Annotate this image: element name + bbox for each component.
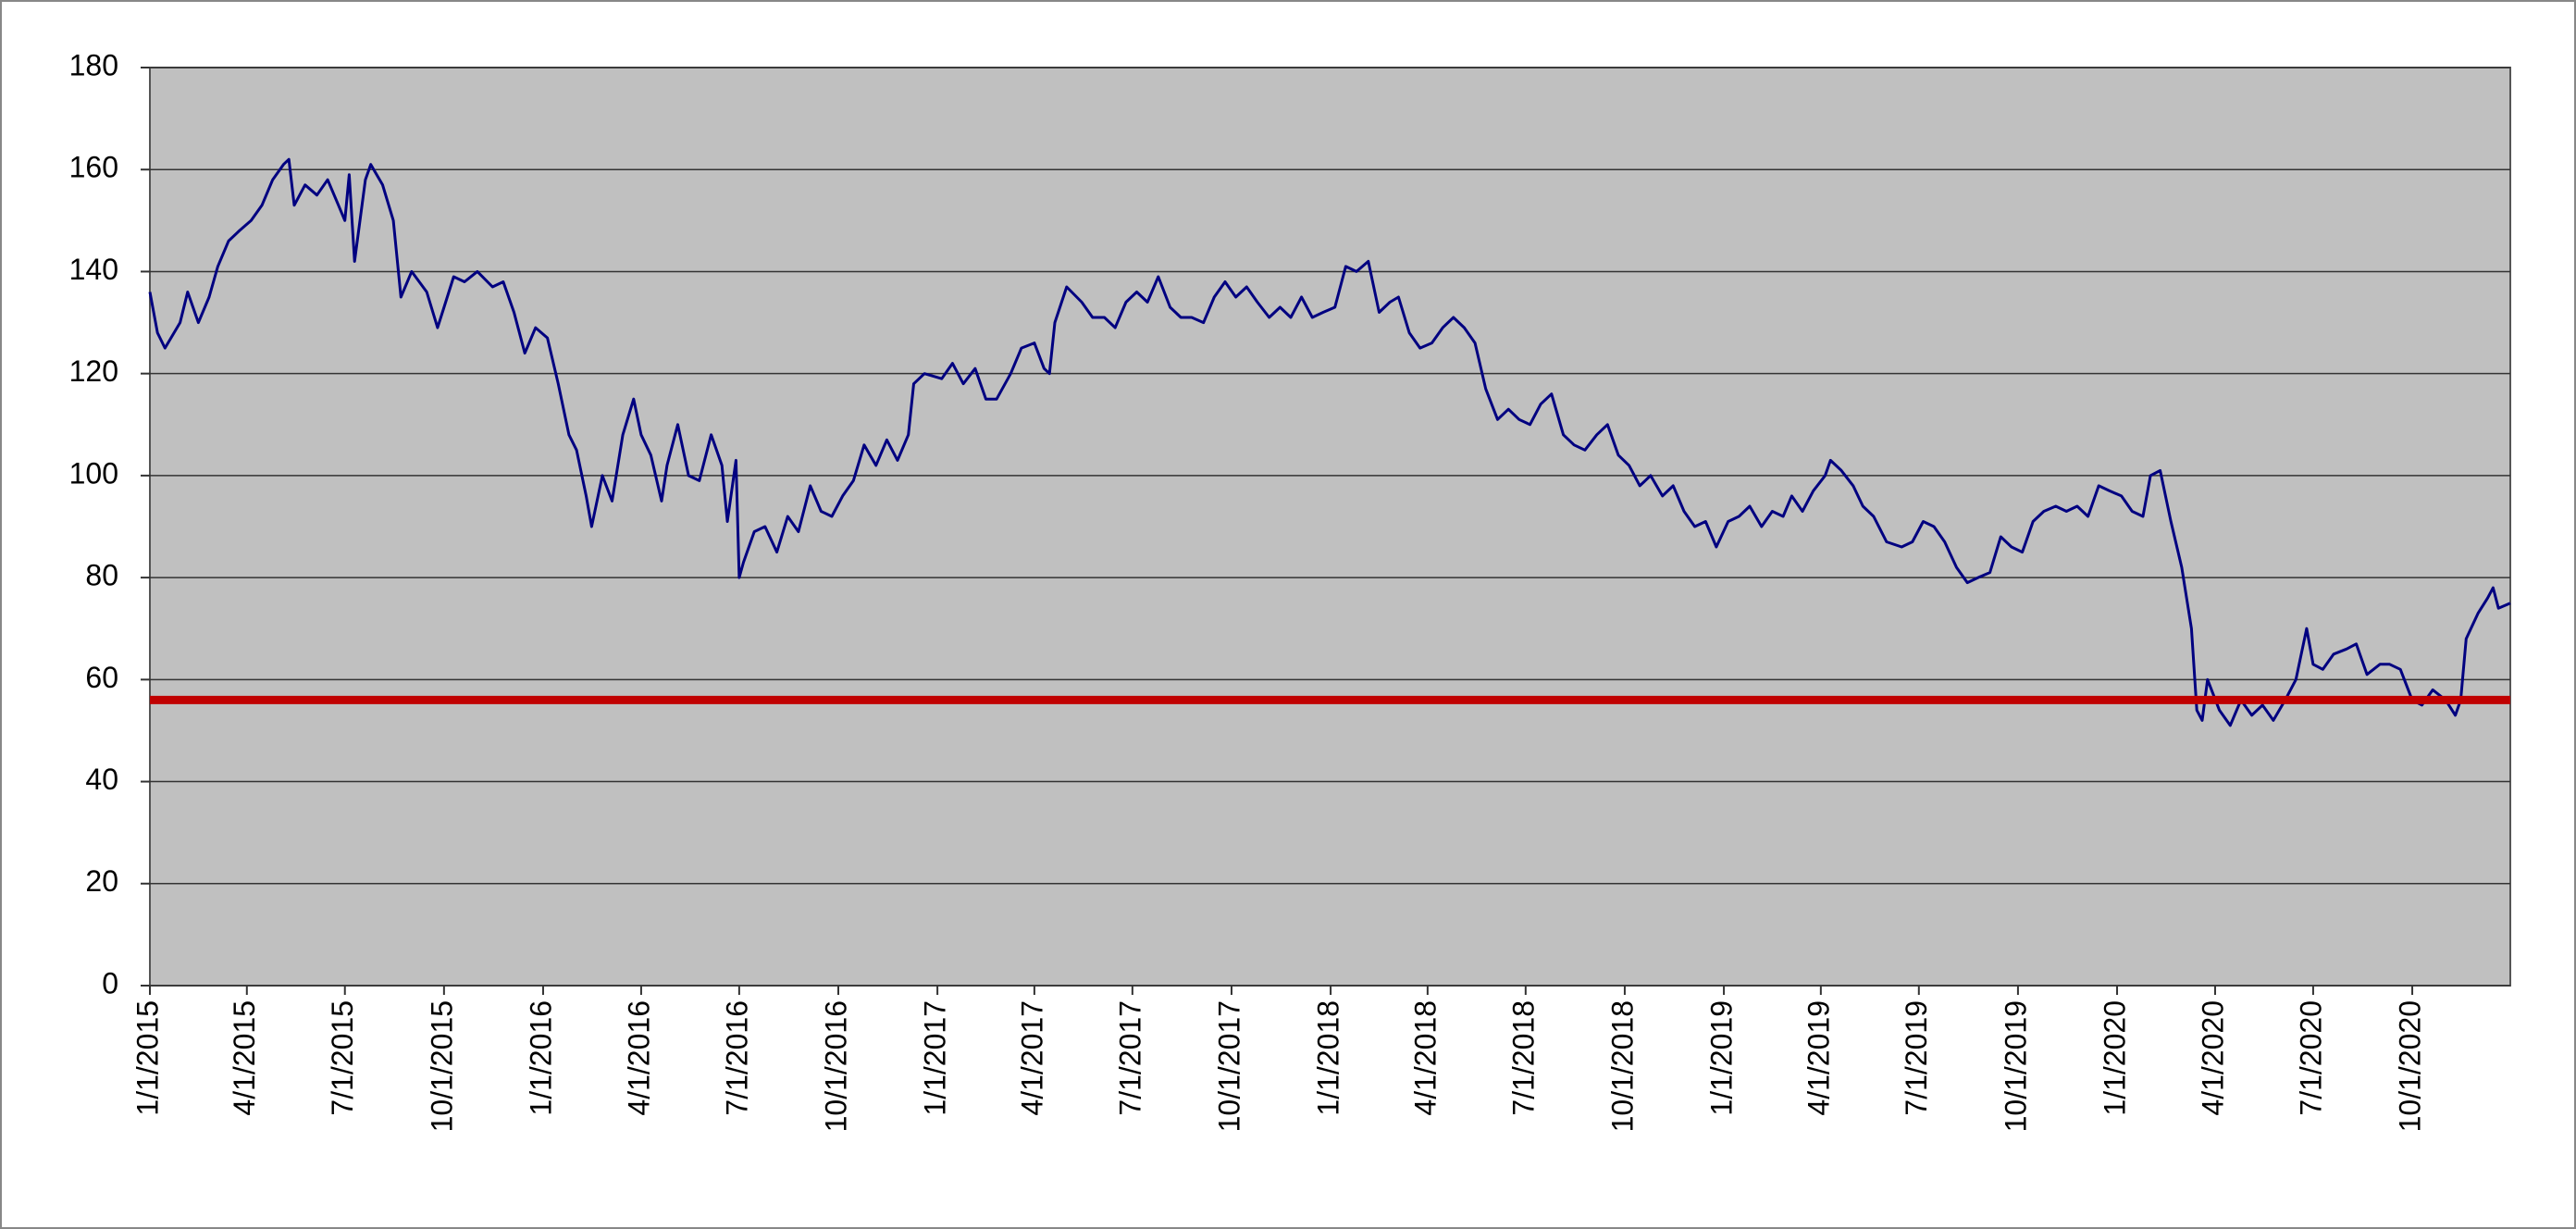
x-tick-label: 7/1/2018 (1506, 1000, 1540, 1116)
x-tick-label: 7/1/2017 (1113, 1000, 1146, 1116)
x-tick-label: 1/1/2016 (524, 1000, 557, 1116)
y-tick-label: 160 (69, 151, 118, 184)
x-tick-label: 10/1/2016 (819, 1000, 852, 1132)
y-tick-label: 140 (69, 253, 118, 286)
x-tick-label: 10/1/2020 (2394, 1000, 2427, 1132)
y-tick-label: 80 (85, 559, 118, 592)
y-tick-label: 120 (69, 354, 118, 388)
data-line (148, 157, 2511, 727)
y-tick-label: 0 (102, 966, 118, 999)
y-tick-label: 100 (69, 456, 118, 490)
x-tick-label: 4/1/2016 (622, 1000, 655, 1116)
x-tick-label: 7/1/2020 (2294, 1000, 2327, 1116)
x-tick-label: 1/1/2020 (2098, 1000, 2131, 1116)
y-tick-label: 40 (85, 763, 118, 796)
x-tick-label: 1/1/2015 (130, 1000, 164, 1116)
x-tick-label: 1/1/2018 (1312, 1000, 1345, 1116)
x-tick-label: 1/1/2019 (1705, 1000, 1739, 1116)
x-tick-label: 7/1/2016 (720, 1000, 753, 1116)
x-tick-label: 7/1/2015 (326, 1000, 359, 1116)
x-tick-label: 4/1/2019 (1802, 1000, 1835, 1116)
x-tick-label: 10/1/2019 (1999, 1000, 2032, 1132)
y-tick-label: 60 (85, 661, 118, 694)
x-tick-label: 10/1/2015 (425, 1000, 458, 1132)
x-tick-label: 4/1/2020 (2196, 1000, 2229, 1116)
x-tick-label: 10/1/2018 (1605, 1000, 1639, 1132)
x-tick-label: 4/1/2018 (1408, 1000, 1442, 1116)
x-tick-label: 4/1/2017 (1015, 1000, 1048, 1116)
x-tick-label: 10/1/2017 (1212, 1000, 1245, 1132)
plot-area (149, 67, 2511, 987)
x-tick-label: 7/1/2019 (1900, 1000, 1933, 1116)
y-tick-label: 20 (85, 864, 118, 898)
x-tick-label: 4/1/2015 (228, 1000, 261, 1116)
y-tick-label: 180 (69, 48, 118, 81)
x-tick-label: 1/1/2017 (919, 1000, 952, 1116)
